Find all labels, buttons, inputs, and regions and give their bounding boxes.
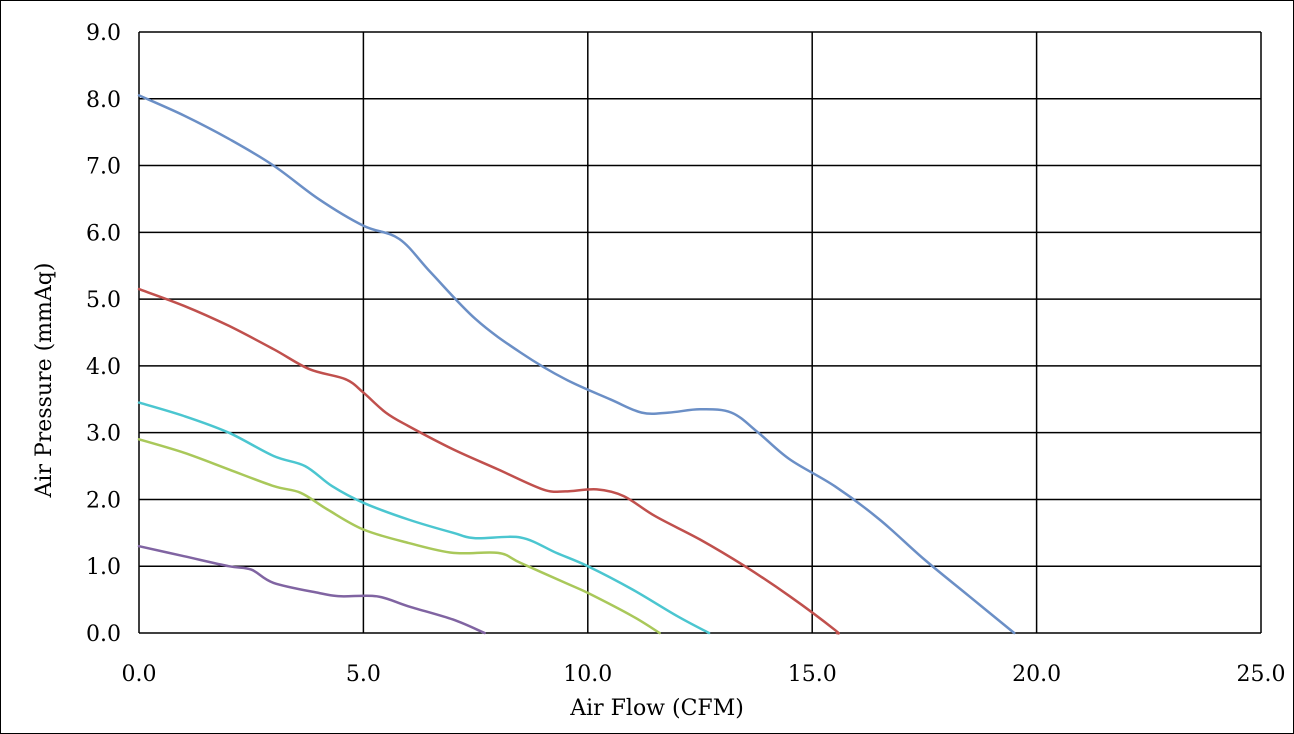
x-tick-label: 5.0 <box>346 662 381 687</box>
y-tick-label: 6.0 <box>86 221 121 246</box>
y-tick-label: 2.0 <box>86 488 121 513</box>
y-axis-title: Air Pressure (mmAq) <box>32 263 57 499</box>
y-tick-label: 9.0 <box>86 21 121 46</box>
grid-layer <box>138 31 1262 634</box>
x-tick-label: 10.0 <box>563 662 612 687</box>
y-tick-label: 3.0 <box>86 422 121 447</box>
tick-labels: 0.0 1.0 2.0 3.0 4.0 5.0 6.0 7.0 8.0 9.0 0.0 5.0 10.0… <box>86 21 1285 687</box>
x-tick-label: 15.0 <box>788 662 837 687</box>
x-tick-label: 20.0 <box>1012 662 1061 687</box>
x-axis-title: Air Flow (CFM) <box>569 696 744 721</box>
series-line-5 <box>137 544 486 635</box>
y-tick-label: 8.0 <box>86 88 121 113</box>
y-tick-label: 5.0 <box>86 288 121 313</box>
series-layer <box>137 94 1016 635</box>
y-tick-label: 7.0 <box>86 155 121 180</box>
series-line-3 <box>137 401 711 635</box>
x-tick-label: 25.0 <box>1237 662 1286 687</box>
y-tick-label: 1.0 <box>86 555 121 580</box>
series-line-4 <box>137 438 661 635</box>
x-tick-label: 0.0 <box>122 662 157 687</box>
y-tick-label: 0.0 <box>86 622 121 647</box>
y-tick-label: 4.0 <box>86 355 121 380</box>
series-line-1 <box>137 94 1016 635</box>
series-line-2 <box>137 287 840 635</box>
